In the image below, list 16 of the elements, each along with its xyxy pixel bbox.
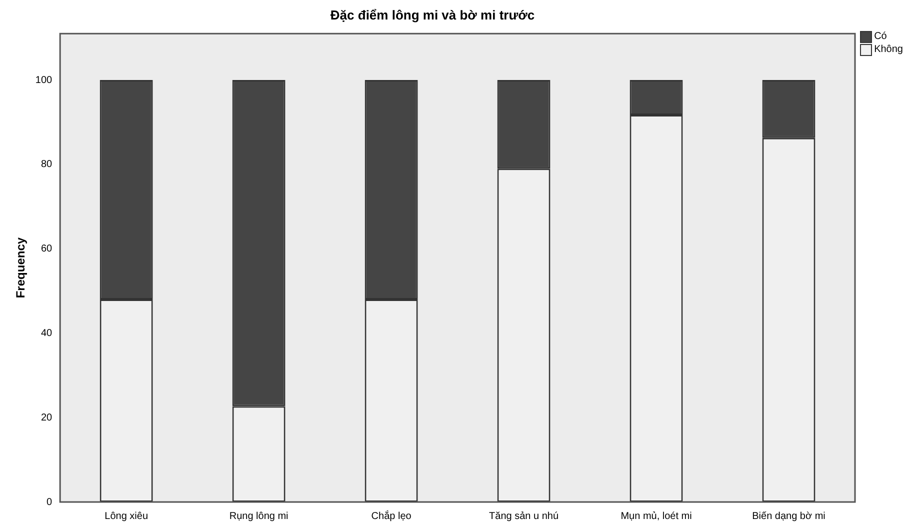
x-tick-label: Biến dạng bờ mi xyxy=(752,510,826,522)
x-tick-label: Chắp lẹo xyxy=(371,510,412,522)
x-tick-label: Rụng lông mi xyxy=(229,510,288,522)
y-tick-label: 80 xyxy=(40,159,53,170)
x-tick-label: Lông xiêu xyxy=(104,510,148,522)
y-tick-label: 0 xyxy=(46,496,53,508)
x-tick-label: Tăng sản u nhú xyxy=(489,510,559,522)
y-axis-title: Frequency xyxy=(14,237,28,298)
legend-label: Không xyxy=(874,43,903,56)
legend-label: Có xyxy=(874,30,887,43)
y-tick-label: 60 xyxy=(40,244,53,255)
chart-title: Đặc điểm lông mi và bờ mi trước xyxy=(330,7,535,22)
y-tick-label: 100 xyxy=(35,74,53,86)
y-tick-label: 20 xyxy=(40,412,53,424)
y-tick-label: 40 xyxy=(40,328,53,339)
x-tick-label: Mụn mủ, loét mi xyxy=(620,510,692,522)
